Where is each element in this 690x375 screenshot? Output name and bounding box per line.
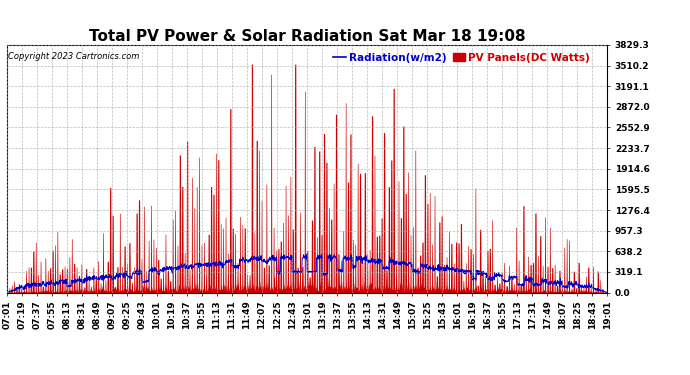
Legend: Radiation(w/m2), PV Panels(DC Watts): Radiation(w/m2), PV Panels(DC Watts) [333, 53, 590, 63]
Title: Total PV Power & Solar Radiation Sat Mar 18 19:08: Total PV Power & Solar Radiation Sat Mar… [89, 29, 525, 44]
Text: Copyright 2023 Cartronics.com: Copyright 2023 Cartronics.com [8, 53, 139, 62]
